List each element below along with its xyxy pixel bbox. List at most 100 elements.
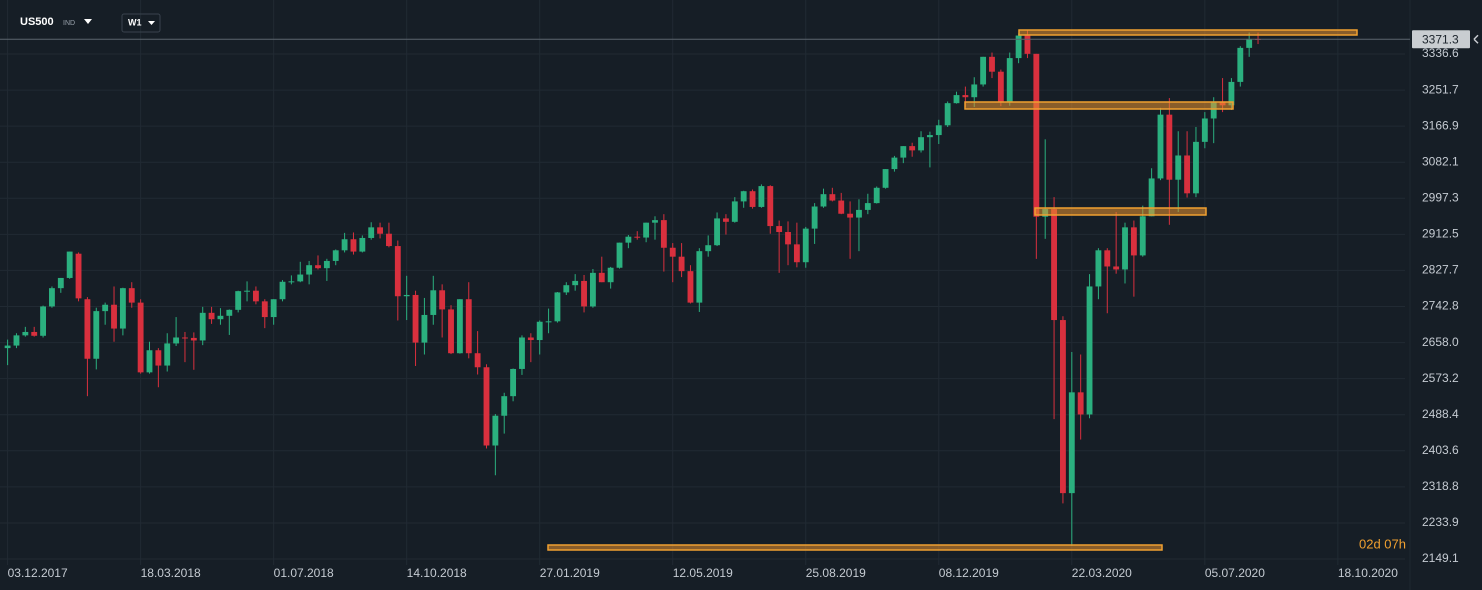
candle-body [625, 236, 632, 243]
candle-body [182, 337, 188, 339]
candle-body [270, 299, 277, 318]
candle-body [997, 71, 1004, 102]
candle-body [1148, 178, 1155, 217]
candle-body [1228, 81, 1235, 106]
market: IND [63, 20, 75, 27]
candle-body [527, 337, 534, 341]
candle-body [474, 353, 481, 368]
symbol[interactable]: US500 [20, 16, 54, 28]
candle-body [554, 292, 561, 322]
candle-body [749, 191, 756, 207]
candle-body [962, 95, 969, 98]
candle-body [111, 304, 117, 329]
candle-body [758, 186, 765, 207]
candle-body [235, 291, 242, 310]
candle-body [1068, 392, 1075, 494]
candle-body [66, 251, 73, 278]
candle-body [332, 250, 339, 261]
candle-body [226, 309, 233, 316]
candle-body [483, 367, 490, 446]
candle-body [652, 220, 658, 223]
timeframe[interactable]: W1 [128, 17, 142, 27]
candle-body [137, 302, 144, 373]
candle-body [102, 304, 109, 312]
candle-body [669, 247, 676, 257]
dropdown-arrow[interactable] [148, 21, 155, 25]
y-tick-label: 2403.6 [1422, 443, 1459, 457]
candle-body [935, 125, 942, 136]
candle-body [882, 169, 889, 188]
candle-body [350, 239, 357, 252]
dropdown-arrow[interactable] [84, 19, 92, 24]
y-tick-label: 3082.1 [1422, 154, 1459, 168]
candle-body [119, 288, 126, 329]
x-tick-label: 18.03.2018 [141, 566, 201, 580]
candle-body [918, 137, 924, 151]
candle-body [563, 285, 570, 293]
candle-body [1006, 58, 1013, 102]
candle-body [864, 203, 871, 210]
candle-body [412, 294, 419, 343]
candle-body [252, 290, 259, 302]
level-box[interactable] [1018, 29, 1358, 36]
candle-body [75, 253, 82, 299]
candle-body [723, 218, 729, 222]
candle-body [93, 311, 100, 359]
candle-body [776, 226, 783, 233]
candle-body [519, 337, 525, 369]
timeframe-box[interactable] [121, 13, 161, 33]
y-tick-label: 2149.1 [1422, 551, 1459, 565]
candle-body [1157, 114, 1164, 179]
candle-body [572, 280, 579, 286]
candle-body [164, 343, 171, 366]
level-box[interactable] [964, 101, 1234, 110]
candle-body [767, 186, 774, 227]
candle-body [368, 227, 375, 238]
y-tick-label: 2658.0 [1422, 335, 1459, 349]
x-tick-label: 12.05.2019 [673, 566, 733, 580]
candle-body [510, 368, 517, 397]
candle-body [1095, 250, 1102, 287]
candle-body [244, 290, 250, 292]
y-tick-label: 2488.4 [1422, 407, 1459, 421]
candle-body [279, 281, 286, 300]
candle-body [297, 274, 304, 282]
candle-body [1139, 216, 1146, 256]
candle-body [785, 232, 791, 245]
candle-body [1237, 47, 1244, 82]
candle-body [891, 157, 898, 170]
candle-body [953, 95, 960, 104]
candle-body [1175, 155, 1182, 180]
candle-body [634, 236, 641, 238]
candle-body [1201, 118, 1208, 142]
y-tick-label: 2997.3 [1422, 190, 1459, 204]
candle-body [536, 321, 543, 341]
candle-body [545, 321, 552, 323]
candles [4, 30, 1261, 546]
candle-body [1184, 155, 1191, 194]
candle-body [49, 288, 55, 307]
candle-body [980, 56, 987, 85]
candle-body [1130, 227, 1137, 256]
last-price-label: 3371.3 [1422, 32, 1459, 46]
x-tick-label: 14.10.2018 [407, 566, 467, 580]
candle-body [607, 267, 614, 283]
candle-body [456, 299, 463, 354]
candle-body [465, 299, 472, 354]
candle-body [492, 415, 499, 446]
last-price-arrow [1473, 34, 1479, 44]
candle-body [714, 218, 720, 246]
y-tick-label: 3166.9 [1422, 118, 1459, 132]
level-box[interactable] [547, 544, 1163, 551]
candle-body [359, 237, 366, 252]
candle-body [57, 277, 64, 289]
candle-body [501, 396, 508, 416]
candle-body [199, 312, 206, 341]
y-tick-label: 2827.7 [1422, 263, 1459, 277]
level-box[interactable] [1034, 207, 1207, 216]
candle-body [820, 194, 827, 207]
candle-body [944, 103, 951, 126]
y-tick-label: 2912.5 [1422, 227, 1459, 241]
y-tick-label: 3251.7 [1422, 82, 1459, 96]
